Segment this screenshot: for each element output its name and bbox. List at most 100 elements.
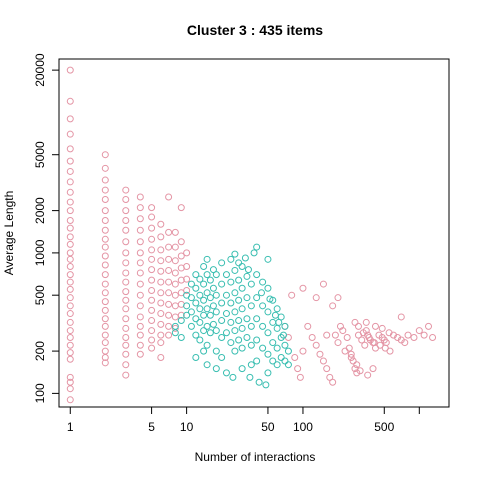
data-point xyxy=(101,226,109,234)
data-point xyxy=(157,220,165,228)
data-point xyxy=(319,357,327,365)
data-point xyxy=(404,331,412,339)
data-point xyxy=(122,324,130,332)
data-point xyxy=(192,354,200,362)
y-axis: 100 200 500 1000 2000 5000 20000 xyxy=(33,53,60,403)
data-point xyxy=(148,246,156,254)
data-point xyxy=(122,186,130,194)
data-point xyxy=(101,322,109,330)
data-point xyxy=(238,305,246,313)
data-point xyxy=(171,313,179,321)
data-point xyxy=(257,289,265,297)
data-point xyxy=(66,66,74,74)
data-point xyxy=(165,243,173,251)
data-point xyxy=(365,333,373,341)
y-tick-label: 100 xyxy=(33,383,47,403)
data-point xyxy=(122,296,130,304)
x-tick-label: 1 xyxy=(67,420,74,434)
data-point xyxy=(66,233,74,241)
data-point xyxy=(299,284,307,292)
data-point xyxy=(247,302,255,310)
data-point xyxy=(66,198,74,206)
data-point xyxy=(122,226,130,234)
data-point xyxy=(122,217,130,225)
data-point xyxy=(231,266,239,274)
data-point xyxy=(218,333,226,341)
data-point xyxy=(410,333,418,341)
data-point xyxy=(122,238,130,246)
data-point xyxy=(136,302,144,310)
data-point xyxy=(66,188,74,196)
data-point xyxy=(227,255,235,263)
data-point xyxy=(364,371,372,379)
data-point xyxy=(222,329,230,337)
data-point xyxy=(101,252,109,260)
x-tick-label: 5 xyxy=(148,420,155,434)
data-point xyxy=(165,266,173,274)
data-point xyxy=(136,215,144,223)
data-point xyxy=(136,291,144,299)
data-point xyxy=(371,322,379,330)
x-axis-label: Number of interactions xyxy=(195,450,316,464)
data-point xyxy=(157,339,165,347)
x-tick-label: 500 xyxy=(374,420,394,434)
data-point xyxy=(101,315,109,323)
data-point xyxy=(229,373,237,381)
data-point xyxy=(269,357,277,365)
data-point xyxy=(66,271,74,279)
data-point xyxy=(196,318,204,326)
data-point xyxy=(222,310,230,318)
data-point xyxy=(122,305,130,313)
data-point xyxy=(122,333,130,341)
data-point xyxy=(349,357,357,365)
data-point xyxy=(243,333,251,341)
data-point xyxy=(271,311,279,319)
data-point xyxy=(196,275,204,283)
data-point xyxy=(196,305,204,313)
data-point xyxy=(259,344,267,352)
data-point xyxy=(66,327,74,335)
data-point xyxy=(235,276,243,284)
data-point xyxy=(157,331,165,339)
data-point xyxy=(136,204,144,212)
data-point xyxy=(212,308,220,316)
data-point xyxy=(264,284,272,292)
data-point xyxy=(243,272,251,280)
data-point xyxy=(66,240,74,248)
data-point xyxy=(243,294,251,302)
data-point xyxy=(122,361,130,369)
data-point xyxy=(177,311,185,319)
data-point xyxy=(212,271,220,279)
data-point xyxy=(66,255,74,263)
data-point xyxy=(101,271,109,279)
data-point xyxy=(222,271,230,279)
x-tick-label: 10 xyxy=(180,420,194,434)
data-point xyxy=(203,322,211,330)
data-point xyxy=(101,280,109,288)
plot-frame xyxy=(58,58,450,408)
data-point xyxy=(122,269,130,277)
data-point xyxy=(148,306,156,314)
data-point xyxy=(101,359,109,367)
data-point xyxy=(192,299,200,307)
data-point xyxy=(345,344,353,352)
data-point xyxy=(259,302,267,310)
data-point xyxy=(227,339,235,347)
data-point xyxy=(253,315,261,323)
data-point xyxy=(200,311,208,319)
data-point xyxy=(253,294,261,302)
data-point xyxy=(200,296,208,304)
data-point xyxy=(187,308,195,316)
data-point xyxy=(122,341,130,349)
data-point xyxy=(177,238,185,246)
data-point xyxy=(66,278,74,286)
data-point xyxy=(157,320,165,328)
data-point xyxy=(273,324,281,332)
data-point xyxy=(157,289,165,297)
data-point xyxy=(101,261,109,269)
data-point xyxy=(66,318,74,326)
x-tick-label: 100 xyxy=(293,420,313,434)
data-point xyxy=(227,299,235,307)
data-point xyxy=(157,299,165,307)
data-point xyxy=(253,243,261,251)
